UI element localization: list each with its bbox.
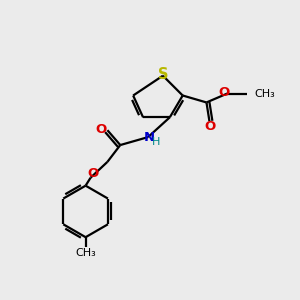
Text: O: O <box>96 123 107 136</box>
Text: CH₃: CH₃ <box>75 248 96 258</box>
Text: H: H <box>152 137 160 147</box>
Text: O: O <box>219 86 230 99</box>
Text: CH₃: CH₃ <box>254 88 275 98</box>
Text: N: N <box>143 130 155 144</box>
Text: S: S <box>158 67 168 82</box>
Text: O: O <box>205 120 216 133</box>
Text: O: O <box>87 167 98 180</box>
